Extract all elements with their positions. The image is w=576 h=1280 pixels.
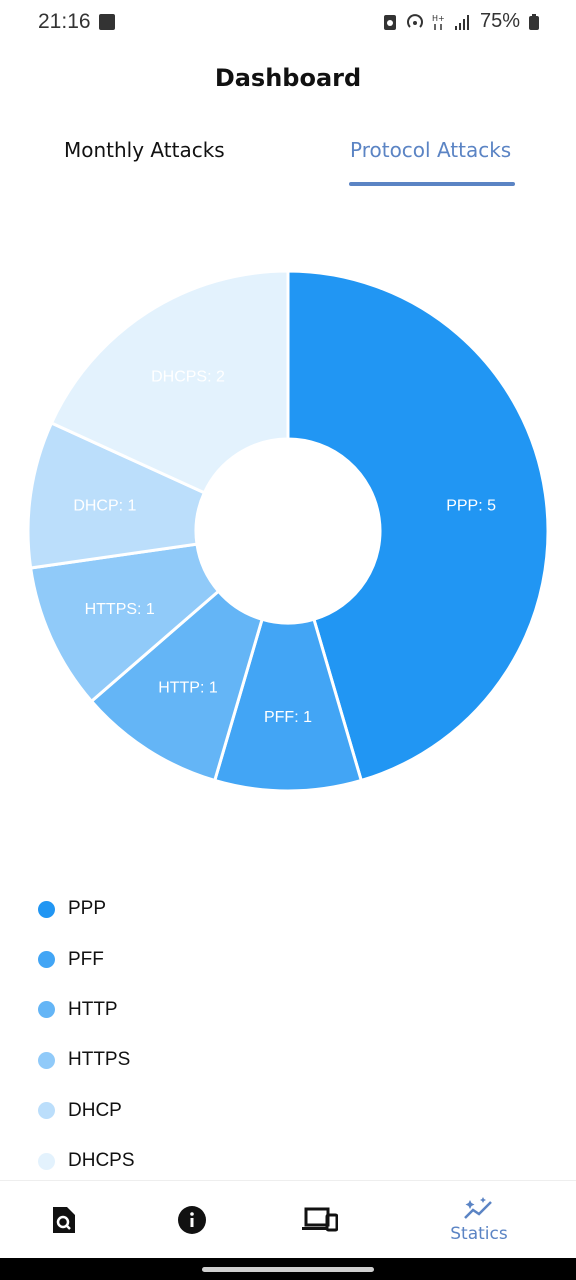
protocol-attacks-chart: PPP: 5 PFF: 1 HTTP: 1 HTTPS: 1 DHCP: 1 DHCPS:…	[0, 240, 576, 820]
page-title: Dashboard	[214, 64, 362, 92]
legend-swatch	[38, 1051, 55, 1069]
chart-legend: PPP PFF HTTP HTTPS DHCP DHCPS	[38, 884, 135, 1186]
gallery-icon	[99, 14, 115, 30]
slice-label-https: HTTPS: 1	[85, 601, 155, 618]
legend-swatch	[38, 1001, 55, 1019]
tab-bar: Monthly Attacks Protocol Attacks	[0, 124, 576, 188]
legend-swatch	[38, 951, 55, 969]
system-gesture-bar	[0, 1258, 576, 1280]
slice-label-http: HTTP: 1	[158, 680, 218, 697]
status-indicators: H+ 75%	[382, 10, 540, 33]
sparkle-chart-icon	[464, 1197, 492, 1219]
legend-swatch	[38, 1102, 55, 1120]
tab-protocol-attacks[interactable]: Protocol Attacks	[350, 138, 512, 162]
legend-item-http: HTTP	[38, 985, 135, 1035]
slice-dhcp[interactable]	[26, 421, 207, 570]
legend-label: PPP	[68, 898, 107, 920]
legend-label: HTTPS	[68, 1049, 131, 1071]
status-bar: 21:16 H+ 75%	[0, 0, 576, 46]
slice-pff[interactable]	[212, 617, 364, 793]
slice-ppp[interactable]	[286, 269, 550, 783]
donut-chart: PPP: 5 PFF: 1 HTTP: 1 HTTPS: 1 DHCP: 1 DHCPS:…	[26, 269, 550, 793]
legend-item-https: HTTPS	[38, 1035, 135, 1085]
tab-active-indicator	[349, 182, 515, 186]
nav-info[interactable]	[147, 1181, 237, 1259]
slice-label-dhcps: DHCPS: 2	[151, 368, 225, 385]
slice-label-pff: PFF: 1	[264, 709, 312, 726]
legend-label: PFF	[68, 948, 104, 970]
slice-label-ppp: PPP: 5	[446, 498, 496, 515]
devices-icon	[302, 1207, 338, 1232]
nav-statics-label: Statics	[450, 1224, 508, 1244]
slice-dhcps[interactable]	[49, 269, 290, 495]
info-icon	[178, 1206, 206, 1234]
legend-label: DHCPS	[68, 1150, 135, 1172]
legend-label: DHCP	[68, 1099, 122, 1121]
bottom-navigation: Statics	[0, 1180, 576, 1259]
legend-item-ppp: PPP	[38, 884, 135, 934]
document-search-icon	[53, 1207, 75, 1233]
hotspot-icon	[407, 13, 423, 28]
legend-item-dhcps: DHCPS	[38, 1136, 135, 1186]
slice-http[interactable]	[89, 589, 264, 783]
slice-https[interactable]	[28, 542, 221, 704]
tab-monthly-attacks[interactable]: Monthly Attacks	[64, 138, 225, 162]
legend-swatch	[38, 900, 55, 918]
slice-label-dhcp: DHCP: 1	[73, 498, 136, 515]
svg-text:H+: H+	[432, 14, 445, 23]
battery-icon	[529, 13, 539, 30]
legend-item-pff: PFF	[38, 934, 135, 984]
recycle-icon	[383, 14, 396, 30]
legend-item-dhcp: DHCP	[38, 1086, 135, 1136]
nav-devices[interactable]	[275, 1181, 365, 1259]
battery-percent: 75%	[479, 10, 520, 32]
signal-icon	[454, 14, 469, 30]
nav-statics[interactable]: Statics	[434, 1181, 524, 1259]
legend-label: HTTP	[68, 998, 118, 1020]
network-type-icon: H+	[432, 14, 445, 30]
home-indicator	[202, 1267, 374, 1272]
nav-search-reports[interactable]	[19, 1181, 109, 1259]
status-time: 21:16	[38, 10, 91, 33]
legend-swatch	[38, 1152, 55, 1170]
